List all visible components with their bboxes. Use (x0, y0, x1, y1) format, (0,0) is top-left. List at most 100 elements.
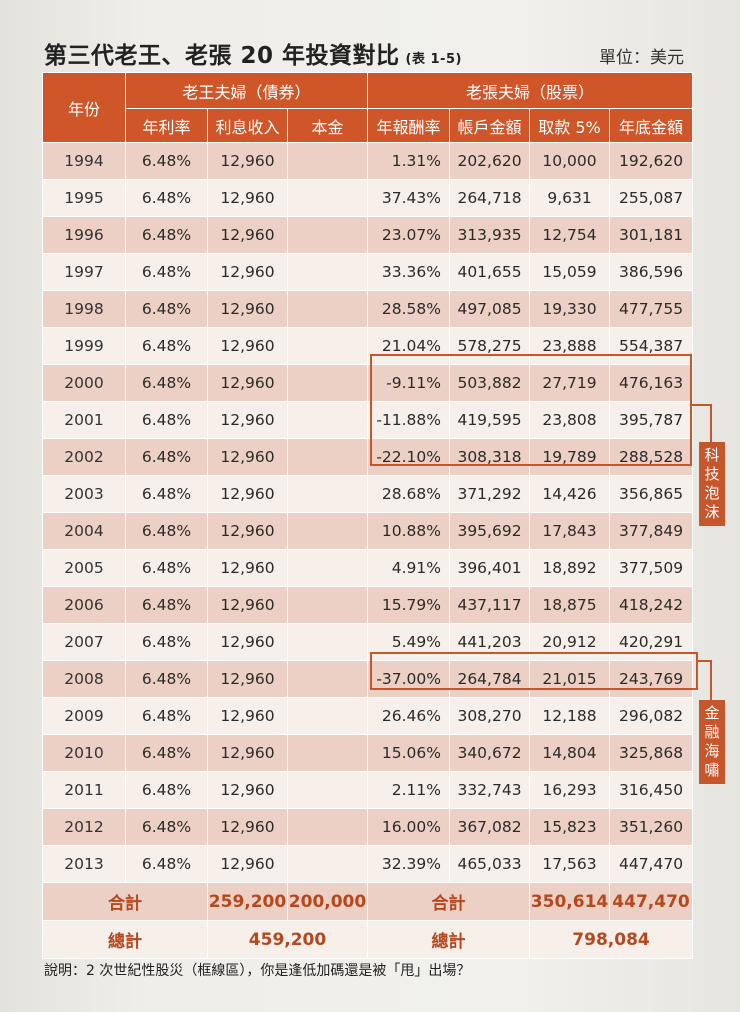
interest-cell: 12,960 (207, 734, 288, 772)
header-zhang-group: 老張夫婦（股票） (367, 72, 694, 109)
return-cell: -11.88% (367, 401, 451, 439)
withdraw-cell: 21,015 (529, 660, 611, 698)
year-end-cell: 255,087 (609, 179, 694, 217)
table-body: 1994 6.48% 12,960 1.31% 202,620 10,000 192,620… (42, 142, 694, 883)
header-wang-group: 老王夫婦（債券） (124, 72, 369, 109)
withdraw-cell: 10,000 (529, 142, 611, 180)
interest-cell: 12,960 (207, 327, 288, 365)
withdraw-cell: 27,719 (529, 364, 611, 402)
interest-cell: 12,960 (207, 697, 288, 735)
withdraw-cell: 14,804 (529, 734, 611, 772)
header-year-end: 年底金額 (609, 108, 694, 143)
principal-cell (286, 438, 369, 476)
return-cell: 23.07% (367, 216, 451, 254)
totals-row: 合計 259,200 200,000 合計 350,614 447,470 (42, 882, 694, 921)
year-cell: 1998 (42, 290, 126, 328)
interest-cell: 12,960 (207, 549, 288, 587)
year-end-cell: 288,528 (609, 438, 694, 476)
table-row: 2003 6.48% 12,960 28.68% 371,292 14,426 356,86… (42, 475, 694, 513)
principal-cell (286, 808, 369, 846)
year-end-cell: 386,596 (609, 253, 694, 291)
rate-cell: 6.48% (125, 438, 208, 476)
tsunami-label-text: 金 融 海 嘯 (704, 704, 720, 779)
interest-cell: 12,960 (207, 216, 288, 254)
table-row: 1995 6.48% 12,960 37.43% 264,718 9,631 255,087 (42, 179, 694, 217)
table-row: 2007 6.48% 12,960 5.49% 441,203 20,912 420,291 (42, 623, 694, 661)
table-row: 1996 6.48% 12,960 23.07% 313,935 12,754 301,18… (42, 216, 694, 254)
rate-cell: 6.48% (125, 586, 208, 624)
table-row: 2009 6.48% 12,960 26.46% 308,270 12,188 296,08… (42, 697, 694, 735)
year-cell: 2009 (42, 697, 126, 735)
principal-cell (286, 771, 369, 809)
year-cell: 2004 (42, 512, 126, 550)
interest-cell: 12,960 (207, 142, 288, 180)
return-cell: 33.36% (367, 253, 451, 291)
account-cell: 340,672 (449, 734, 531, 772)
account-cell: 202,620 (449, 142, 531, 180)
withdraw-cell: 15,059 (529, 253, 611, 291)
year-end-cell: 377,849 (609, 512, 694, 550)
financial-tsunami-label: 金 融 海 嘯 (699, 700, 725, 784)
principal-cell (286, 586, 369, 624)
principal-cell (286, 327, 369, 365)
withdraw-cell: 12,188 (529, 697, 611, 735)
year-end-cell: 554,387 (609, 327, 694, 365)
table-row: 2002 6.48% 12,960 -22.10% 308,318 19,789 288,5… (42, 438, 694, 476)
year-end-cell: 192,620 (609, 142, 694, 180)
account-cell: 308,318 (449, 438, 531, 476)
title-text: 第三代老王、老張 20 年投資對比 (44, 43, 400, 69)
year-end-cell: 316,450 (609, 771, 694, 809)
interest-cell: 12,960 (207, 253, 288, 291)
account-cell: 497,085 (449, 290, 531, 328)
wang-total-principal: 200,000 (286, 882, 369, 921)
table-row: 1998 6.48% 12,960 28.58% 497,085 19,330 477,75… (42, 290, 694, 328)
year-end-cell: 356,865 (609, 475, 694, 513)
interest-cell: 12,960 (207, 586, 288, 624)
year-end-cell: 301,181 (609, 216, 694, 254)
rate-cell: 6.48% (125, 253, 208, 291)
title-row: 第三代老王、老張 20 年投資對比 (表 1-5) 單位：美元 (44, 30, 684, 70)
principal-cell (286, 623, 369, 661)
footnote: 說明：2 次世紀性股災（框線區），你是逢低加碼還是被「甩」出場？ (44, 963, 471, 979)
wang-grand-total: 459,200 (206, 920, 369, 959)
year-end-cell: 395,787 (609, 401, 694, 439)
year-cell: 2012 (42, 808, 126, 846)
withdraw-cell: 19,330 (529, 290, 611, 328)
withdraw-cell: 19,789 (529, 438, 611, 476)
withdraw-cell: 9,631 (529, 179, 611, 217)
withdraw-cell: 17,563 (529, 845, 611, 883)
table-row: 2005 6.48% 12,960 4.91% 396,401 18,892 377,509 (42, 549, 694, 587)
zhang-grand-total-label: 總計 (367, 920, 531, 959)
header-rate: 年利率 (125, 108, 208, 143)
comparison-table: 年份 老王夫婦（債券） 老張夫婦（股票） 年利率 利息收入 本金 年報酬率 帳戶… (42, 72, 694, 959)
interest-cell: 12,960 (207, 290, 288, 328)
return-cell: 4.91% (367, 549, 451, 587)
table-row: 2011 6.48% 12,960 2.11% 332,743 16,293 316,450 (42, 771, 694, 809)
principal-cell (286, 179, 369, 217)
tsunami-connector-h (696, 660, 712, 662)
table-row: 2006 6.48% 12,960 15.79% 437,117 18,875 418,24… (42, 586, 694, 624)
return-cell: 15.79% (367, 586, 451, 624)
principal-cell (286, 216, 369, 254)
principal-cell (286, 697, 369, 735)
principal-cell (286, 290, 369, 328)
year-end-cell: 296,082 (609, 697, 694, 735)
table-row: 1994 6.48% 12,960 1.31% 202,620 10,000 192,620 (42, 142, 694, 180)
financial-tsunami-frame (370, 652, 698, 690)
header-principal: 本金 (286, 108, 369, 143)
rate-cell: 6.48% (125, 734, 208, 772)
rate-cell: 6.48% (125, 290, 208, 328)
unit-label: 單位：美元 (599, 48, 684, 68)
principal-cell (286, 142, 369, 180)
account-cell: 465,033 (449, 845, 531, 883)
principal-cell (286, 364, 369, 402)
account-cell: 313,935 (449, 216, 531, 254)
year-cell: 2013 (42, 845, 126, 883)
return-cell: 16.00% (367, 808, 451, 846)
zhang-total-withdraw: 350,614 (529, 882, 611, 921)
year-cell: 2007 (42, 623, 126, 661)
year-cell: 1994 (42, 142, 126, 180)
totals-label: 合計 (42, 882, 208, 921)
withdraw-cell: 18,892 (529, 549, 611, 587)
rate-cell: 6.48% (125, 401, 208, 439)
